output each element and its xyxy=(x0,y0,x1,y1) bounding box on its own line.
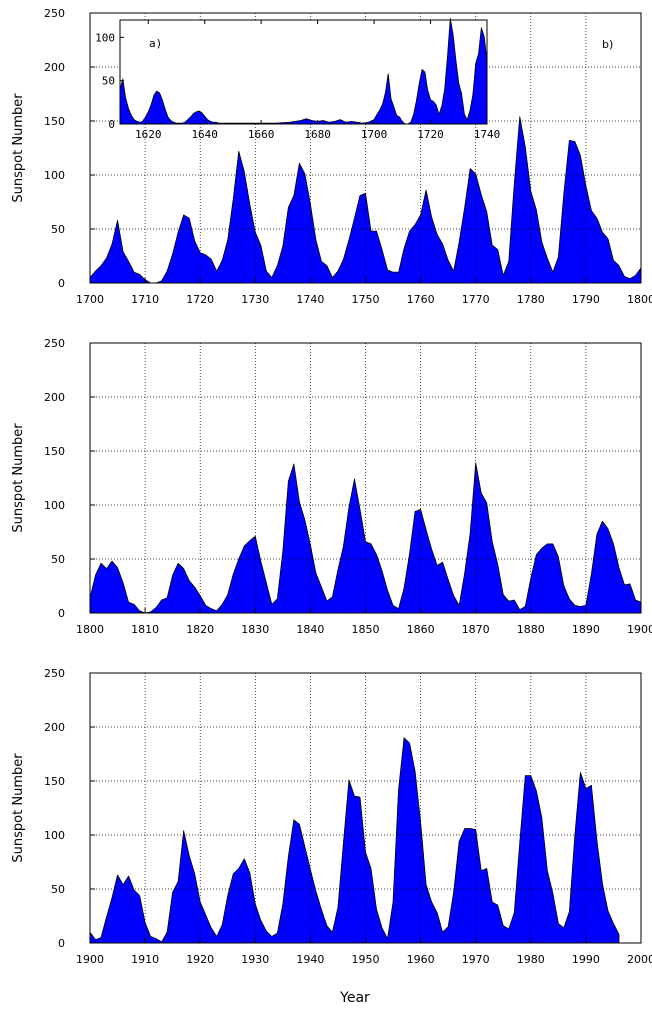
x-axis-title: Year xyxy=(339,990,370,1006)
x-tick-label: 1810 xyxy=(131,623,159,636)
y-tick-label: 100 xyxy=(44,169,65,182)
y-tick-label: 100 xyxy=(44,829,65,842)
x-tick-label: 1910 xyxy=(131,953,159,966)
sunspot-area-series xyxy=(89,462,642,614)
inset-x-tick-label: 1700 xyxy=(361,128,388,141)
y-tick-label: 0 xyxy=(58,937,65,950)
y-tick-label: 50 xyxy=(51,553,65,566)
x-tick-label: 1760 xyxy=(407,293,435,306)
inset-x-tick-label: 1620 xyxy=(135,128,162,141)
x-tick-label: 1900 xyxy=(627,623,652,636)
y-tick-label: 100 xyxy=(44,499,65,512)
inset-panel-label: a) xyxy=(149,37,162,50)
x-tick-label: 1920 xyxy=(186,953,214,966)
x-tick-label: 1880 xyxy=(517,623,545,636)
y-axis-title: Sunspot Number xyxy=(11,93,26,203)
y-tick-label: 200 xyxy=(44,391,65,404)
y-tick-label: 250 xyxy=(44,337,65,350)
y-tick-label: 250 xyxy=(44,7,65,20)
inset-frame xyxy=(119,19,488,125)
sunspot-area-series xyxy=(89,737,620,944)
x-tick-label: 1790 xyxy=(572,293,600,306)
y-tick-label: 200 xyxy=(44,61,65,74)
inset-y-tick-label: 100 xyxy=(95,31,115,44)
y-tick-label: 150 xyxy=(44,115,65,128)
x-tick-label: 2000 xyxy=(627,953,652,966)
x-tick-label: 1870 xyxy=(462,623,490,636)
x-tick-label: 1860 xyxy=(407,623,435,636)
x-tick-label: 1800 xyxy=(76,623,104,636)
inset-y-tick-label: 0 xyxy=(108,118,115,131)
y-axis-title: Sunspot Number xyxy=(11,423,26,533)
y-tick-label: 0 xyxy=(58,607,65,620)
x-tick-label: 1730 xyxy=(241,293,269,306)
x-tick-label: 1930 xyxy=(241,953,269,966)
x-tick-label: 1830 xyxy=(241,623,269,636)
y-tick-label: 200 xyxy=(44,721,65,734)
x-tick-label: 1950 xyxy=(352,953,380,966)
y-tick-label: 0 xyxy=(58,277,65,290)
inset-sunspot-area-series xyxy=(119,17,488,125)
x-tick-label: 1890 xyxy=(572,623,600,636)
x-tick-label: 1750 xyxy=(352,293,380,306)
y-tick-label: 150 xyxy=(44,775,65,788)
x-tick-label: 1940 xyxy=(296,953,324,966)
inset-x-tick-label: 1660 xyxy=(248,128,275,141)
x-tick-label: 1900 xyxy=(76,953,104,966)
y-tick-label: 50 xyxy=(51,223,65,236)
inset-y-tick-label: 50 xyxy=(102,75,115,88)
x-tick-label: 1800 xyxy=(627,293,652,306)
panel-1700: 1700 1710 1720 1730 1740 1750 1760 1770 1780 1790… xyxy=(11,7,652,306)
x-tick-label: 1780 xyxy=(517,293,545,306)
inset-x-tick-label: 1640 xyxy=(191,128,218,141)
x-tick-label: 1980 xyxy=(517,953,545,966)
inset-x-tick-label: 1680 xyxy=(304,128,331,141)
x-tick-label: 1990 xyxy=(572,953,600,966)
panel-1900: 1900 1910 1920 1930 1940 1950 1960 1970 1980 1990… xyxy=(11,667,652,966)
x-tick-label: 1970 xyxy=(462,953,490,966)
y-axis-title: Sunspot Number xyxy=(11,753,26,863)
panel-1800: 1800 1810 1820 1830 1840 1850 1860 1870 1880 1890… xyxy=(11,337,652,636)
panel-label: b) xyxy=(602,38,613,51)
x-tick-label: 1720 xyxy=(186,293,214,306)
x-tick-label: 1700 xyxy=(76,293,104,306)
x-tick-label: 1740 xyxy=(296,293,324,306)
y-tick-label: 150 xyxy=(44,445,65,458)
inset-x-tick-label: 1740 xyxy=(474,128,501,141)
x-tick-label: 1840 xyxy=(296,623,324,636)
x-tick-label: 1820 xyxy=(186,623,214,636)
x-tick-label: 1850 xyxy=(352,623,380,636)
x-tick-label: 1960 xyxy=(407,953,435,966)
x-tick-label: 1710 xyxy=(131,293,159,306)
y-tick-label: 50 xyxy=(51,883,65,896)
inset-x-tick-label: 1720 xyxy=(417,128,444,141)
x-tick-label: 1770 xyxy=(462,293,490,306)
inset-panel-1610: 1620 1640 1660 1680 1700 1720 1740 0 50 100 a) xyxy=(95,17,501,141)
y-tick-label: 250 xyxy=(44,667,65,680)
